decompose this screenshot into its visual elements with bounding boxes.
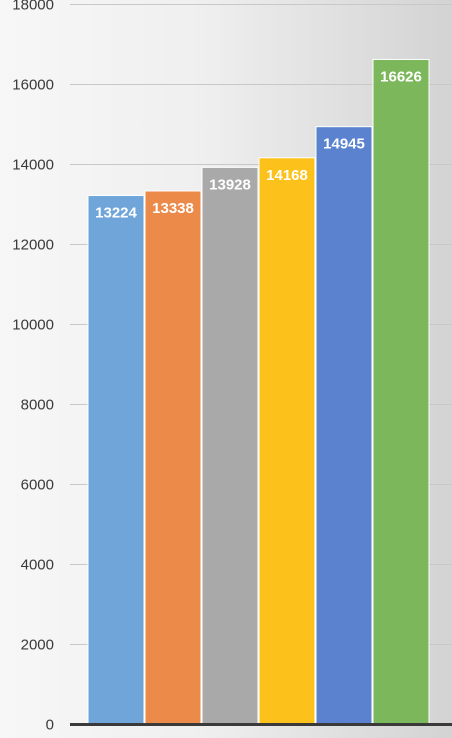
- bars: [87, 58, 430, 726]
- y-tick-label: 12000: [12, 237, 54, 254]
- bar: [201, 166, 259, 725]
- data-label: 14945: [323, 136, 365, 153]
- bar: [372, 58, 430, 725]
- y-tick-label: 14000: [12, 157, 54, 174]
- y-tick-label: 10000: [12, 317, 54, 334]
- y-tick-label: 2000: [21, 637, 54, 654]
- data-label: 14168: [266, 167, 308, 184]
- y-tick-label: 16000: [12, 77, 54, 94]
- data-labels: 13224 13338 13928 14168 14945 16626: [95, 68, 422, 221]
- y-tick-label: 18000: [12, 0, 54, 14]
- y-tick-label: 0: [46, 717, 54, 734]
- data-label: 13338: [152, 200, 194, 217]
- bar: [315, 126, 373, 725]
- data-label: 13928: [209, 176, 251, 193]
- bar: [258, 157, 316, 725]
- data-label: 16626: [380, 68, 422, 85]
- bar: [144, 190, 202, 726]
- y-tick-label: 6000: [21, 477, 54, 494]
- y-tick-label: 8000: [21, 397, 54, 414]
- y-tick-label: 4000: [21, 557, 54, 574]
- bar: [87, 195, 145, 726]
- y-axis-tick-labels: 0 2000 4000 6000 8000 10000 12000 14000 16000 180…: [12, 0, 54, 734]
- data-label: 13224: [95, 205, 137, 222]
